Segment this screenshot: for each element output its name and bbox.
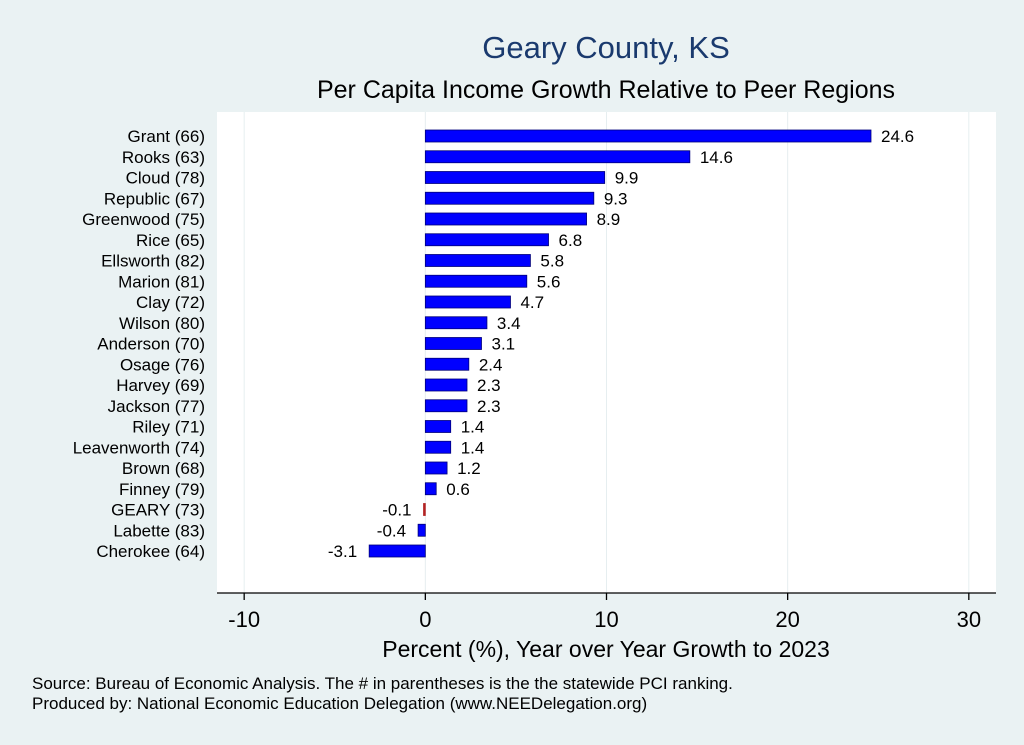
value-label: 9.9	[615, 169, 639, 188]
bar	[424, 212, 587, 226]
value-label: 24.6	[881, 127, 914, 146]
category-label: Marion (81)	[118, 272, 205, 291]
bar	[424, 191, 595, 205]
x-tick-label: 20	[775, 607, 799, 632]
category-label: Finney (79)	[119, 480, 205, 499]
bar	[424, 129, 872, 143]
value-label: 2.3	[477, 397, 501, 416]
bar	[424, 233, 549, 247]
value-label: 9.3	[604, 189, 628, 208]
value-label: 6.8	[559, 231, 583, 250]
bar	[424, 461, 448, 475]
bar	[424, 295, 511, 309]
produced-by-note: Produced by: National Economic Education…	[32, 694, 647, 713]
category-label: Labette (83)	[113, 521, 205, 540]
bar	[424, 357, 470, 371]
bar	[424, 337, 482, 350]
category-label: Brown (68)	[122, 459, 205, 478]
value-label: 5.8	[540, 252, 564, 271]
category-label: Jackson (77)	[108, 397, 205, 416]
chart-subtitle: Per Capita Income Growth Relative to Pee…	[317, 76, 895, 104]
category-label: Riley (71)	[132, 418, 205, 437]
category-labels: Grant (66) Rooks (63) Cloud (78)Republic (…	[73, 127, 205, 561]
value-label: 4.7	[520, 293, 544, 312]
bar	[424, 274, 528, 288]
value-label: 1.4	[461, 438, 485, 457]
category-label: Osage (76)	[120, 355, 205, 374]
value-label: 1.4	[461, 418, 485, 437]
bar	[424, 482, 437, 496]
value-label: 5.6	[537, 272, 561, 291]
bar	[424, 150, 691, 164]
source-note: Source: Bureau of Economic Analysis. The…	[32, 674, 733, 693]
bar	[424, 254, 531, 267]
x-axis: -10 0 10 20 30	[217, 592, 996, 632]
category-label: Rice (65)	[136, 231, 205, 250]
bar	[424, 378, 468, 392]
value-label: 2.4	[479, 355, 503, 374]
bar	[424, 440, 452, 454]
category-label: Grant (66)	[128, 127, 205, 146]
category-label: Wilson (80)	[119, 314, 205, 333]
bar	[423, 503, 426, 516]
x-tick-label: 30	[957, 607, 981, 632]
value-label: 3.4	[497, 314, 521, 333]
bars	[368, 129, 872, 558]
category-label: Republic (67)	[104, 189, 205, 208]
value-label: 3.1	[491, 335, 515, 354]
category-label: Clay (72)	[136, 293, 205, 312]
chart-title: Geary County, KS	[482, 30, 730, 65]
bar	[424, 399, 468, 413]
category-label: Rooks (63)	[122, 148, 205, 167]
value-label: -3.1	[328, 542, 357, 561]
x-tick-label: 0	[419, 607, 431, 632]
bar	[424, 316, 488, 330]
value-label: 14.6	[700, 148, 733, 167]
bar	[368, 544, 426, 558]
bar	[424, 420, 452, 433]
category-label: Greenwood (75)	[82, 210, 205, 229]
bar	[424, 171, 606, 184]
category-label: Harvey (69)	[116, 376, 205, 395]
value-label: -0.1	[382, 501, 411, 520]
x-tick-label: 10	[594, 607, 618, 632]
x-axis-title: Percent (%), Year over Year Growth to 20…	[382, 636, 830, 662]
category-label: Leavenworth (74)	[73, 438, 205, 457]
value-labels: 24.6 14.6 9.99.3 8.9 6.8 5.85.6 4.7 3.4 3.12.4 2.…	[328, 127, 914, 561]
category-label: GEARY (73)	[111, 501, 205, 520]
value-label: 1.2	[457, 459, 481, 478]
value-label: 2.3	[477, 376, 501, 395]
value-label: 8.9	[597, 210, 621, 229]
category-label: Cloud (78)	[126, 169, 205, 188]
value-label: -0.4	[377, 521, 406, 540]
x-tick-label: -10	[228, 607, 260, 632]
category-label: Anderson (70)	[97, 335, 205, 354]
category-label: Cherokee (64)	[96, 542, 205, 561]
value-label: 0.6	[446, 480, 470, 499]
category-label: Ellsworth (82)	[101, 252, 205, 271]
bar	[417, 523, 426, 537]
